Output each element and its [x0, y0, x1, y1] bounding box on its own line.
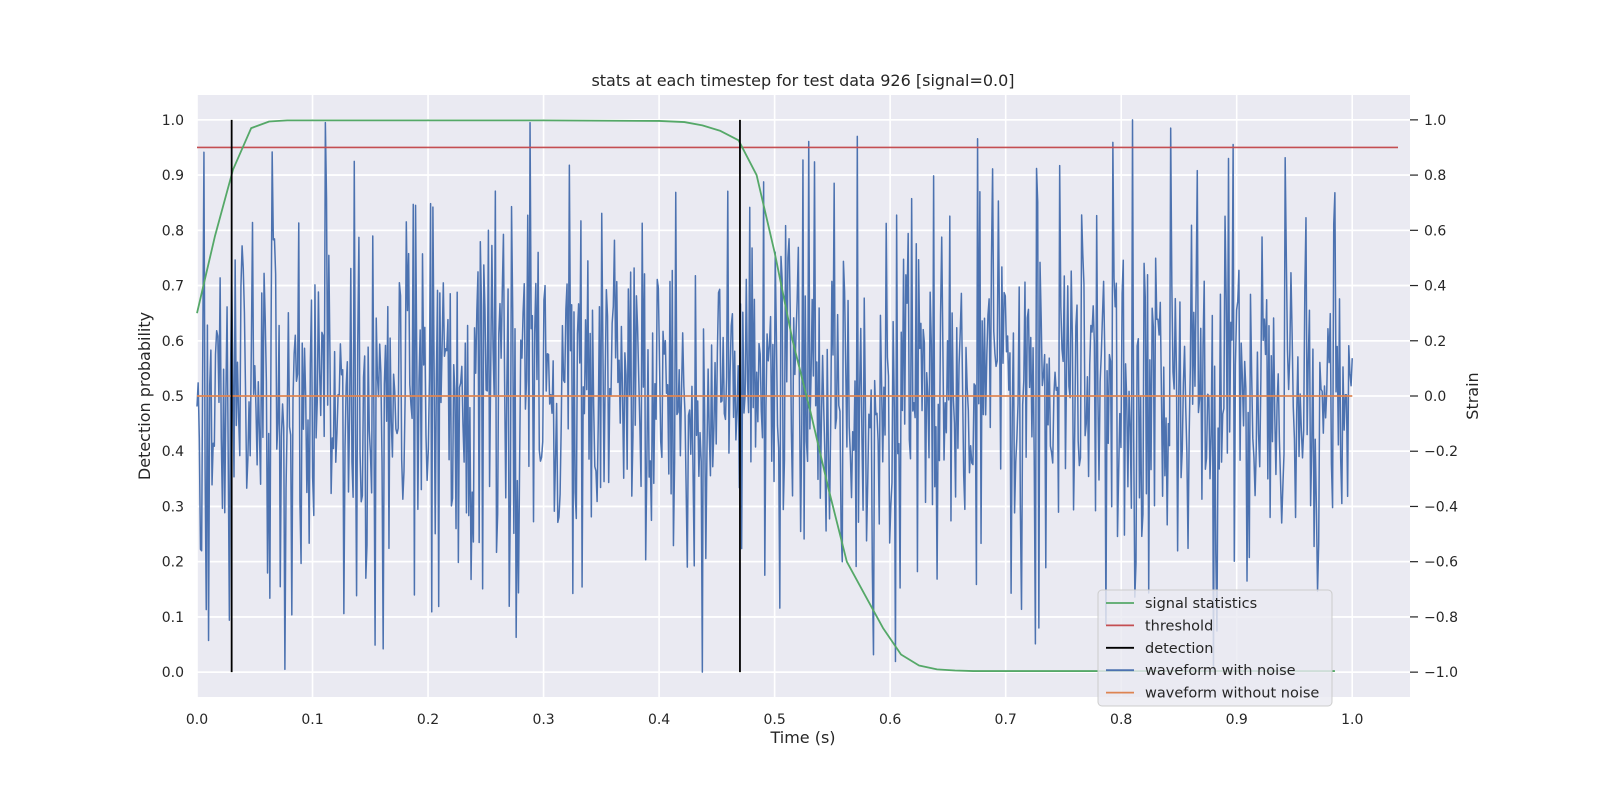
x-tick-label: 0.4	[648, 712, 670, 728]
legend-box	[1097, 589, 1333, 707]
y-tick-label: 0.0	[162, 665, 184, 681]
x-tick-label: 0.7	[995, 712, 1017, 728]
y-tick-label: 1.0	[162, 113, 184, 129]
y-right-tick-label: 1.0	[1424, 113, 1446, 129]
y-tick-label: 0.8	[162, 223, 184, 239]
x-tick-label: 1.0	[1341, 712, 1363, 728]
y-right-tick-label: 0.2	[1424, 334, 1446, 350]
y-right-tick-label: −1.0	[1424, 665, 1458, 681]
y-right-tick-label: −0.2	[1424, 444, 1458, 460]
y-axis-right: −1.0 −0.8 −0.6 −0.4 −0.2 0.0 0.2 0.4 0.6 0.8 1.0	[1410, 113, 1458, 681]
legend-entry: waveform with noise	[1145, 663, 1296, 679]
x-tick-label: 0.2	[417, 712, 439, 728]
legend-entry: waveform without noise	[1145, 686, 1319, 702]
series-waveform-with-noise	[196, 119, 1353, 673]
y-tick-label: 0.3	[162, 499, 184, 515]
y-right-tick-label: 0.0	[1424, 389, 1446, 405]
legend: signal statistics threshold detection wavef…	[1097, 589, 1333, 707]
series-layer	[196, 119, 1398, 673]
legend-entry: detection	[1145, 641, 1213, 657]
x-tick-label: 0.3	[532, 712, 554, 728]
y-tick-label: 0.4	[162, 444, 184, 460]
y-right-tick-label: −0.6	[1424, 555, 1458, 571]
x-tick-label: 0.8	[1110, 712, 1132, 728]
y-right-tick-label: 0.4	[1424, 279, 1446, 295]
chart-title: stats at each timestep for test data 926…	[591, 71, 1014, 90]
x-tick-label: 0.0	[186, 712, 208, 728]
y-tick-label: 0.1	[162, 610, 184, 626]
y-tick-label: 0.7	[162, 279, 184, 295]
x-axis-label: Time (s)	[769, 728, 835, 747]
series-signal-statistics	[196, 119, 1335, 672]
x-tick-label: 0.1	[301, 712, 323, 728]
y-axis-right-label: Strain	[1463, 372, 1482, 419]
y-right-tick-label: −0.8	[1424, 610, 1458, 626]
x-axis: 0.0 0.1 0.2 0.3 0.4 0.5 0.6 0.7 0.8 0.9 1.0	[186, 712, 1364, 728]
y-right-tick-label: 0.6	[1424, 223, 1446, 239]
y-right-tick-label: 0.8	[1424, 168, 1446, 184]
y-right-tick-label: −0.4	[1424, 499, 1458, 515]
y-tick-label: 0.9	[162, 168, 184, 184]
y-axis-label: Detection probability	[135, 312, 154, 480]
legend-entry: threshold	[1145, 618, 1213, 634]
y-tick-label: 0.5	[162, 389, 184, 405]
x-tick-label: 0.5	[763, 712, 785, 728]
legend-entry: signal statistics	[1145, 596, 1257, 612]
y-axis-left: 0.0 0.1 0.2 0.3 0.4 0.5 0.6 0.7 0.8 0.9 1.0	[162, 113, 184, 681]
y-tick-label: 0.2	[162, 555, 184, 571]
x-tick-label: 0.9	[1226, 712, 1248, 728]
x-tick-label: 0.6	[879, 712, 901, 728]
y-tick-label: 0.6	[162, 334, 184, 350]
